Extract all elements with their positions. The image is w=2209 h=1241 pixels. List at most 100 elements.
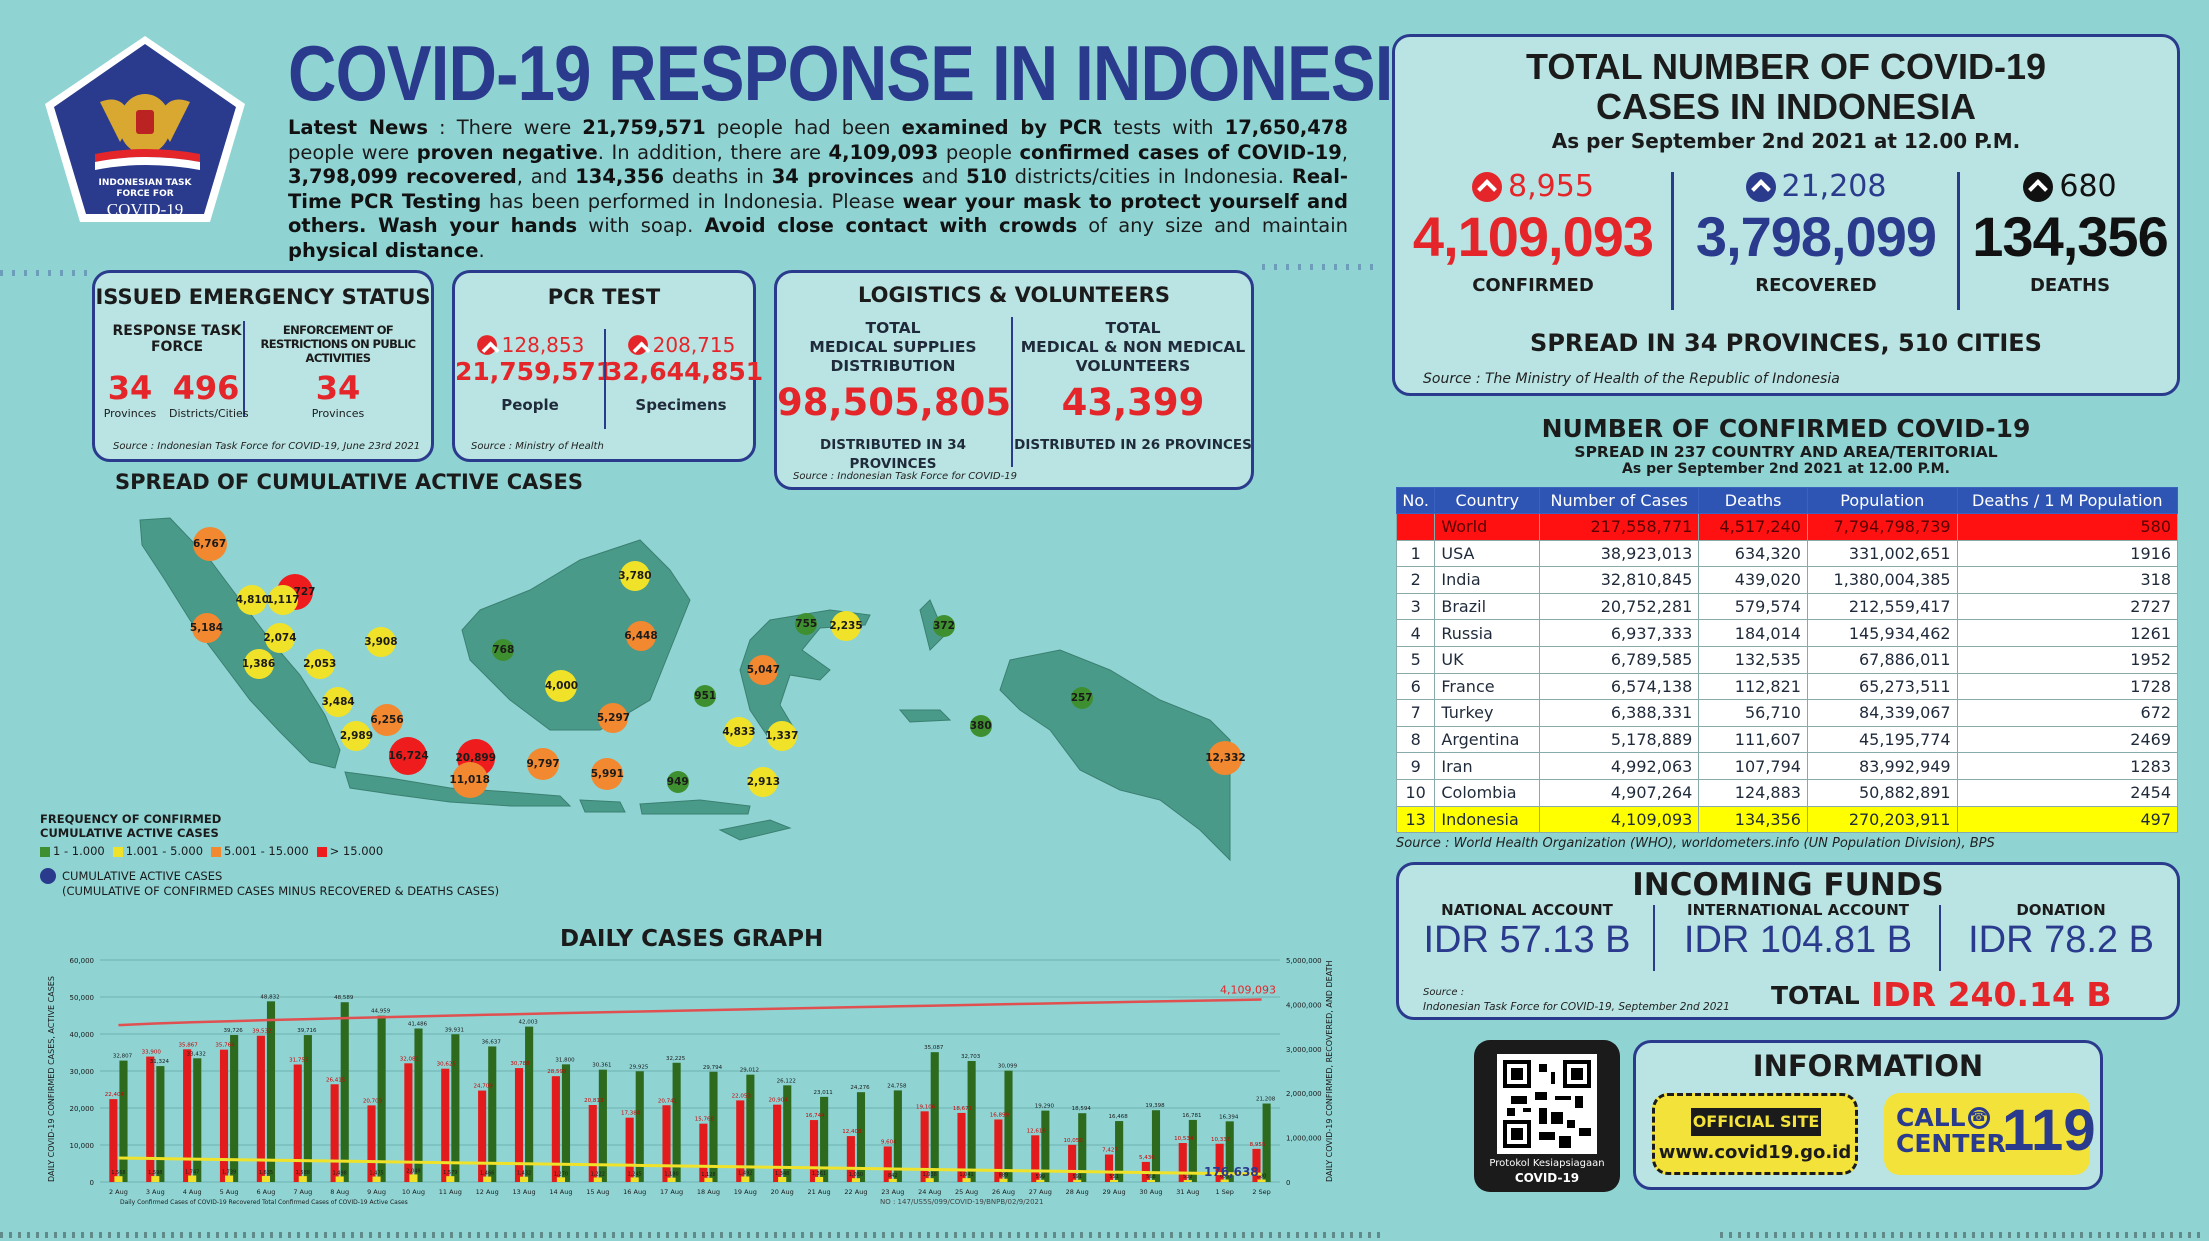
confirmed-data-label: 33,900 bbox=[142, 1050, 162, 1056]
map-region-bubble[interactable]: 768 bbox=[492, 639, 515, 661]
death-bar bbox=[372, 1176, 381, 1182]
recovered-bar bbox=[709, 1071, 718, 1182]
map-region-bubble[interactable]: 5,047 bbox=[747, 655, 780, 685]
map-region-bubble[interactable]: 1,386 bbox=[242, 649, 275, 679]
map-region-bubble[interactable]: 1,117 bbox=[266, 585, 300, 615]
left-axis-title: DAILY COVID-19 CONFIRMED CASES, ACTIVE C… bbox=[47, 976, 56, 1182]
totals-title-line1: TOTAL NUMBER OF COVID-19 bbox=[1525, 46, 2047, 87]
news-fragment: Avoid close contact with crowds bbox=[704, 214, 1078, 237]
official-site-button[interactable]: OFFICIAL SITE www.covid19.go.id bbox=[1652, 1093, 1858, 1175]
volunteers-title-line2: MEDICAL & NON MEDICAL bbox=[1020, 338, 1246, 356]
x-tick-label: 27 Aug bbox=[1029, 1188, 1052, 1196]
map-region-bubble[interactable]: 257 bbox=[1070, 687, 1093, 709]
recovered-data-label: 29,794 bbox=[703, 1065, 723, 1071]
map-region-bubble[interactable]: 16,724 bbox=[388, 737, 429, 775]
map-region-bubble[interactable]: 9,797 bbox=[526, 748, 560, 780]
map-title: SPREAD OF CUMULATIVE ACTIVE CASES bbox=[115, 470, 583, 494]
map-region-bubble[interactable]: 4,810 bbox=[236, 585, 269, 615]
emergency-title: ISSUED EMERGENCY STATUS bbox=[95, 285, 431, 309]
map-region-bubble[interactable]: 5,991 bbox=[591, 758, 624, 790]
qr-code-card[interactable]: Protokol Kesiapsiagaan COVID-19 bbox=[1474, 1040, 1620, 1192]
call-center-number[interactable]: 119 bbox=[2002, 1098, 2096, 1163]
map-region-bubble[interactable]: 380 bbox=[969, 715, 992, 737]
recovered-data-label: 19,398 bbox=[1145, 1103, 1165, 1109]
map-region-bubble[interactable]: 6,767 bbox=[192, 527, 227, 561]
death-bar bbox=[851, 1178, 860, 1182]
map-region-bubble[interactable]: 3,780 bbox=[618, 561, 652, 591]
y2-tick-label: 5,000,000 bbox=[1286, 957, 1322, 965]
death-bar bbox=[483, 1176, 492, 1182]
map-region-bubble[interactable]: 3,908 bbox=[364, 627, 398, 657]
table-row: 3 Brazil 20,752,281 579,574 212,559,417 2727 bbox=[1395, 592, 2179, 621]
death-data-label: 551 bbox=[1109, 1174, 1119, 1180]
indonesia-map: 6,76719,7275,1844,8101,1172,0741,3862,05… bbox=[130, 500, 1260, 880]
death-data-label: 1,498 bbox=[333, 1170, 347, 1176]
table-cell: 6,937,333 bbox=[1539, 619, 1700, 647]
map-region-bubble[interactable]: 3,484 bbox=[321, 687, 355, 717]
table-cell: India bbox=[1434, 566, 1541, 594]
map-region-bubble[interactable]: 1,337 bbox=[765, 721, 798, 751]
death-bar bbox=[630, 1177, 639, 1182]
official-site-url[interactable]: www.covid19.go.id bbox=[1658, 1142, 1852, 1163]
map-region-bubble[interactable]: 12,332 bbox=[1205, 741, 1246, 775]
map-region-bubble[interactable]: 2,989 bbox=[340, 721, 373, 751]
totals-title-line2: CASES IN INDONESIA bbox=[1595, 86, 1977, 127]
map-region-bubble[interactable]: 6,256 bbox=[370, 704, 404, 736]
recovered-data-label: 32,225 bbox=[666, 1056, 686, 1062]
x-tick-label: 18 Aug bbox=[697, 1188, 720, 1196]
table-cell: Indonesia bbox=[1434, 805, 1541, 834]
map-region-bubble[interactable]: 6,448 bbox=[624, 621, 658, 651]
confirmed-data-label: 35,764 bbox=[215, 1043, 235, 1049]
map-region-bubble[interactable]: 11,018 bbox=[449, 762, 490, 798]
column-header: Deaths bbox=[1698, 487, 1808, 514]
response-task-force-label: RESPONSE TASK FORCE bbox=[112, 323, 242, 355]
recovered-bar bbox=[1225, 1121, 1234, 1182]
world-table-heading: NUMBER OF CONFIRMED COVID-19 SPREAD IN 2… bbox=[1392, 414, 2180, 477]
table-cell: 634,320 bbox=[1698, 539, 1808, 568]
death-bar bbox=[593, 1177, 602, 1182]
confirmed-data-label: 30,788 bbox=[510, 1061, 530, 1067]
recovered-bar bbox=[266, 1001, 276, 1182]
divider bbox=[243, 321, 245, 417]
recovered-data-label: 24,276 bbox=[850, 1085, 870, 1091]
confirmed-data-label: 30,625 bbox=[437, 1062, 457, 1068]
map-region-bubble[interactable]: 5,184 bbox=[190, 613, 223, 643]
x-tick-label: 7 Aug bbox=[293, 1188, 312, 1196]
graph-title: DAILY CASES GRAPH bbox=[560, 926, 824, 952]
confirmed-data-label: 12,408 bbox=[842, 1129, 862, 1135]
x-tick-label: 10 Aug bbox=[402, 1188, 425, 1196]
death-bar bbox=[1073, 1179, 1082, 1182]
table-cell: 145,934,462 bbox=[1806, 619, 1958, 647]
confirmed-bar bbox=[514, 1068, 524, 1182]
news-fragment: with soap. bbox=[577, 214, 705, 237]
call-center-button[interactable]: CALL ☎ CENTER 119 bbox=[1884, 1093, 2096, 1175]
table-cell: 4 bbox=[1395, 619, 1436, 647]
map-region-bubble[interactable]: 951 bbox=[694, 685, 717, 707]
map-region-bubble[interactable]: 2,235 bbox=[829, 611, 863, 641]
table-cell: Brazil bbox=[1434, 592, 1541, 621]
map-region-bubble[interactable]: 4,833 bbox=[722, 717, 756, 747]
international-account-value: IDR 104.81 B bbox=[1683, 919, 1913, 961]
death-data-label: 1,030 bbox=[849, 1172, 863, 1178]
map-region-bubble[interactable]: 2,913 bbox=[747, 767, 780, 797]
recovered-data-label: 35,087 bbox=[924, 1045, 944, 1051]
map-region-bubble[interactable]: 2,074 bbox=[263, 623, 297, 653]
divider bbox=[604, 329, 606, 429]
map-region-bubble[interactable]: 2,053 bbox=[303, 649, 336, 679]
recovered-bar bbox=[1115, 1121, 1124, 1182]
map-region-bubble[interactable]: 372 bbox=[932, 615, 955, 637]
confirmed-label: CONFIRMED bbox=[1472, 275, 1594, 296]
map-region-bubble[interactable]: 4,000 bbox=[545, 670, 578, 702]
confirmed-data-label: 12,618 bbox=[1027, 1128, 1047, 1134]
map-region-bubble[interactable]: 755 bbox=[795, 613, 818, 635]
confirmed-bar bbox=[883, 1146, 892, 1182]
map-region-bubble[interactable]: 5,297 bbox=[597, 703, 630, 733]
recovered-bar bbox=[967, 1060, 976, 1182]
death-data-label: 1,361 bbox=[812, 1171, 826, 1177]
funds-source: Indonesian Task Force for COVID-19, Sept… bbox=[1423, 1001, 1730, 1013]
map-region-bubble[interactable]: 20,899 bbox=[456, 739, 496, 777]
map-region-bubble[interactable]: 949 bbox=[666, 771, 689, 793]
news-fragment: Real-Time PCR Testing bbox=[288, 165, 1348, 213]
legend-label: 5.001 - 15.000 bbox=[224, 844, 309, 858]
table-row: 13 Indonesia 4,109,093 134,356 270,203,911 49… bbox=[1395, 805, 2179, 834]
